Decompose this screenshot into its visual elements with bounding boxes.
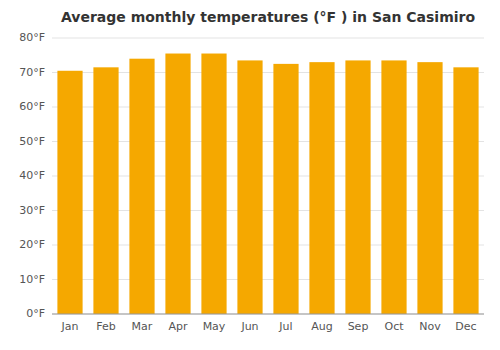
y-tick-label: 50°F — [19, 135, 45, 148]
y-tick-label: 60°F — [19, 100, 45, 113]
x-tick-label: Feb — [96, 320, 115, 333]
x-tick-label: Jan — [61, 320, 79, 333]
bar — [453, 67, 478, 314]
y-tick-label: 40°F — [19, 169, 45, 182]
x-tick-label: Apr — [168, 320, 188, 333]
chart-container: 0°F 10°F 20°F 30°F 40°F 50°F 60°F 70°F 80°F Jan Fe… — [0, 0, 500, 350]
x-tick-label: Dec — [455, 320, 476, 333]
bar — [273, 64, 298, 314]
bar — [165, 54, 190, 314]
x-ticks: Jan Feb Mar Apr May Jun Jul Aug Sep Oct Nov Dec — [61, 320, 477, 333]
title: Average monthly temperatures (°F ) in Sa… — [61, 9, 476, 25]
bar — [93, 67, 118, 314]
y-tick-label: 30°F — [19, 204, 45, 217]
bar — [57, 71, 82, 314]
y-tick-label: 0°F — [26, 307, 45, 320]
x-tick-label: May — [203, 320, 226, 333]
x-tick-label: Oct — [384, 320, 404, 333]
bars — [57, 54, 478, 314]
bar — [129, 59, 154, 314]
grid-line — [52, 38, 484, 39]
bar — [201, 54, 226, 314]
x-tick-label: Nov — [419, 320, 441, 333]
bar — [417, 62, 442, 314]
chart: 0°F 10°F 20°F 30°F 40°F 50°F 60°F 70°F 80°F Jan Fe… — [0, 0, 500, 350]
y-ticks: 0°F 10°F 20°F 30°F 40°F 50°F 60°F 70°F 80°F — [19, 31, 45, 320]
y-tick-label: 70°F — [19, 66, 45, 79]
x-tick-label: Mar — [132, 320, 153, 333]
x-tick-label: Jul — [278, 320, 292, 333]
x-tick-label: Aug — [311, 320, 332, 333]
grid — [52, 38, 484, 314]
x-tick-label: Jun — [240, 320, 258, 333]
x-axis-line — [52, 314, 484, 315]
y-tick-label: 10°F — [19, 273, 45, 286]
bar — [309, 62, 334, 314]
grid-line — [52, 314, 484, 315]
bar — [237, 60, 262, 314]
bar — [345, 60, 370, 314]
y-tick-label: 20°F — [19, 238, 45, 251]
bar — [381, 60, 406, 314]
x-tick-label: Sep — [348, 320, 369, 333]
y-tick-label: 80°F — [19, 31, 45, 44]
